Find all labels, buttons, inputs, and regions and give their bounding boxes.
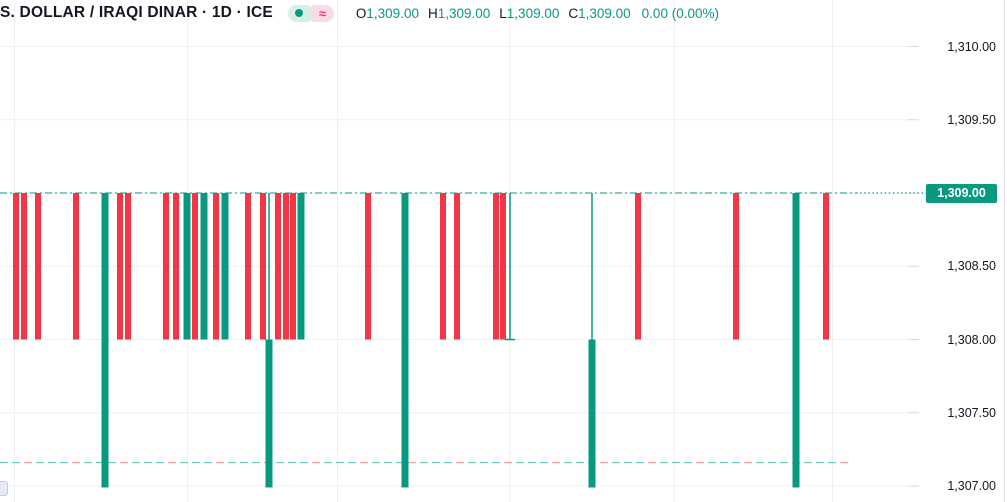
candle-up bbox=[401, 193, 409, 488]
candle-down bbox=[733, 193, 739, 340]
price-axis-label: 1,307.00 bbox=[947, 479, 996, 493]
candle-up bbox=[505, 338, 515, 341]
candle-down bbox=[635, 193, 641, 340]
candle-down bbox=[35, 193, 41, 340]
candle-down bbox=[500, 193, 506, 340]
candle-down bbox=[283, 193, 289, 340]
candle-down bbox=[275, 193, 281, 340]
price-axis-label: 1,308.00 bbox=[947, 332, 996, 347]
candle-down bbox=[125, 193, 131, 340]
price-axis-label: 1,310.00 bbox=[947, 39, 996, 54]
ohlc-close: C1,309.00 bbox=[568, 5, 631, 21]
candle-down bbox=[245, 193, 251, 340]
ohlc-open: O1,309.00 bbox=[355, 5, 419, 21]
candle-down bbox=[13, 193, 19, 340]
candle-down bbox=[260, 193, 266, 340]
candle-up-wick bbox=[509, 193, 511, 340]
candle-up bbox=[183, 193, 191, 340]
ohlc-low: L1,309.00 bbox=[499, 5, 560, 21]
candle-up bbox=[588, 339, 596, 488]
candle-up bbox=[200, 193, 208, 340]
candle-down bbox=[213, 193, 219, 340]
candle-up bbox=[792, 193, 800, 488]
candle-up-wick bbox=[268, 193, 270, 340]
current-price-label: 1,309.00 bbox=[926, 183, 997, 203]
candle-down bbox=[117, 193, 123, 340]
symbol-title[interactable]: S. DOLLAR / IRAQI DINAR · 1D · ICE bbox=[0, 4, 273, 21]
candle-down bbox=[493, 193, 499, 340]
candle-down bbox=[440, 193, 446, 340]
candle-up bbox=[265, 339, 273, 488]
candle-up bbox=[221, 193, 229, 340]
candle-down bbox=[454, 193, 460, 340]
candle-down bbox=[21, 193, 27, 340]
ohlc-high: H1,309.00 bbox=[427, 5, 491, 21]
candle-down bbox=[73, 193, 79, 340]
price-axis-label: 1,307.50 bbox=[947, 405, 996, 420]
candle-down bbox=[823, 193, 829, 340]
chart-legend: S. DOLLAR / IRAQI DINAR · 1D · ICE ≈ O1,… bbox=[0, 4, 719, 22]
price-axis-label: 1,308.50 bbox=[947, 259, 996, 274]
candle-down bbox=[173, 193, 179, 340]
market-open-dot-icon[interactable] bbox=[287, 4, 311, 22]
candle-down bbox=[290, 193, 296, 340]
price-axis-label: 1,309.50 bbox=[947, 112, 996, 127]
market-status-badge[interactable]: ≈ bbox=[287, 4, 334, 22]
price-change: 0.00 (0.00%) bbox=[641, 5, 719, 21]
candle-down bbox=[192, 193, 198, 340]
panel-corner-widget bbox=[0, 481, 8, 496]
candle-down bbox=[163, 193, 169, 340]
approximate-data-icon[interactable]: ≈ bbox=[310, 4, 334, 22]
candle-down bbox=[365, 193, 371, 340]
candle-up-wick bbox=[591, 193, 593, 340]
candle-up bbox=[101, 193, 109, 488]
ohlc-values: O1,309.00 H1,309.00 L1,309.00 C1,309.00 … bbox=[356, 6, 719, 21]
candle-up bbox=[297, 193, 305, 340]
price-axis[interactable]: 1,310.00 1,309.50 1,309.00 1,308.50 1,308.00… bbox=[913, 0, 1007, 502]
